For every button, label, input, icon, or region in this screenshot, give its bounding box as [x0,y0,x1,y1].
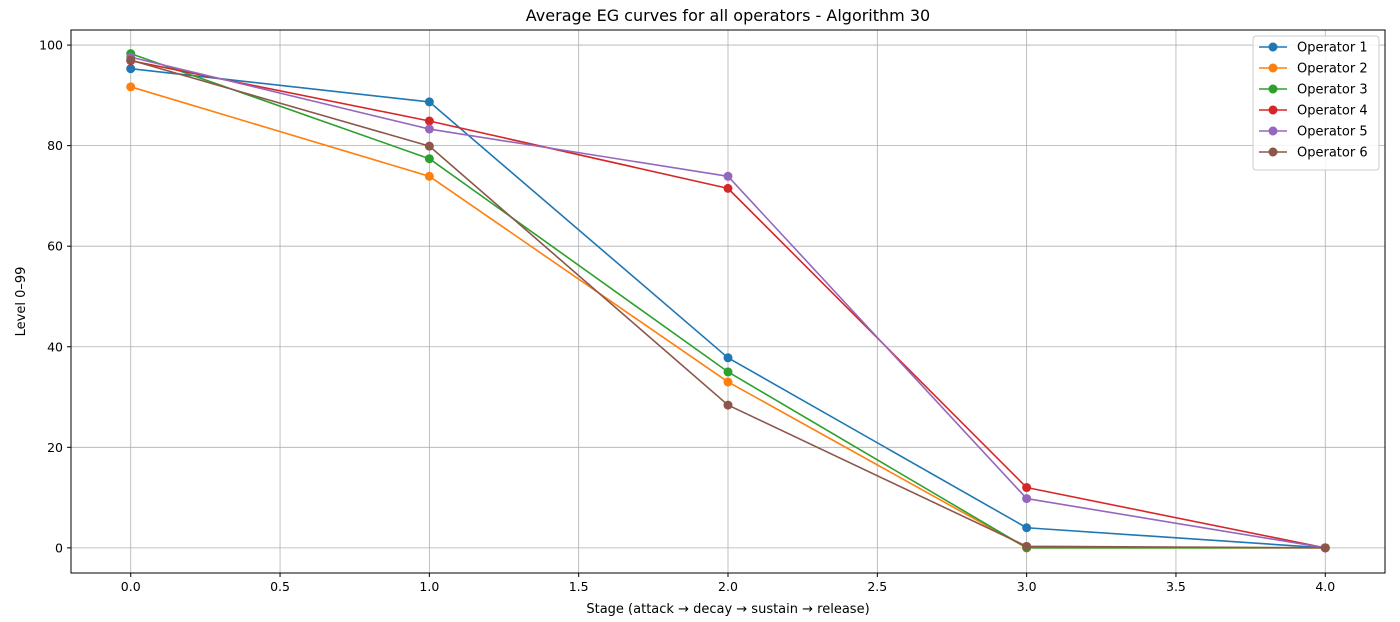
chart-title: Average EG curves for all operators - Al… [526,6,930,25]
legend-label: Operator 1 [1297,41,1368,56]
x-tick-label: 2.5 [867,579,887,594]
legend-marker [1268,42,1278,52]
ticks: 0.0 0.5 1.0 1.5 2.0 2.5 3.0 3.5 4.0 0 20 40 60 80 100 [39,38,1335,594]
data-point [1320,543,1330,553]
y-tick-label: 0 [55,540,63,555]
data-point [1022,523,1032,533]
legend-item: Operator 3 [1259,83,1368,98]
legend-marker [1268,105,1278,115]
x-tick-label: 1.5 [569,579,589,594]
data-point [723,183,733,193]
data-point [1022,494,1032,504]
x-tick-label: 2.0 [718,579,738,594]
legend-item: Operator 6 [1259,146,1368,161]
x-axis-label: Stage (attack → decay → sustain → releas… [586,602,869,617]
legend-item: Operator 2 [1259,62,1368,77]
x-tick-label: 0.0 [121,579,141,594]
x-tick-label: 1.0 [419,579,439,594]
y-axis-label: Level 0–99 [14,267,29,337]
x-tick-label: 4.0 [1315,579,1335,594]
data-point [126,82,136,92]
legend-marker [1268,147,1278,157]
y-tick-label: 80 [47,138,63,153]
data-point [424,97,434,107]
legend-label: Operator 3 [1297,83,1368,98]
legend-marker [1268,126,1278,136]
legend-item: Operator 4 [1259,104,1368,119]
series-operator-6 [126,55,1330,553]
grid [71,30,1385,573]
x-tick-label: 0.5 [270,579,290,594]
data-point [723,171,733,181]
data-point [424,141,434,151]
x-tick-label: 3.5 [1166,579,1186,594]
y-tick-label: 100 [39,38,63,53]
legend-marker [1268,63,1278,73]
series-layer [126,49,1330,553]
legend-label: Operator 6 [1297,146,1368,161]
legend-item: Operator 5 [1259,125,1368,140]
x-tick-label: 3.0 [1017,579,1037,594]
legend-box [1252,35,1380,171]
y-tick-label: 40 [47,339,63,354]
legend-item: Operator 1 [1259,41,1368,56]
data-point [1022,483,1032,493]
legend-label: Operator 4 [1297,104,1368,119]
y-tick-label: 20 [47,440,63,455]
data-point [424,171,434,181]
data-point [424,124,434,134]
data-point [126,55,136,65]
legend: Operator 1 Operator 2 Operator 3 Operator 4… [1252,35,1380,171]
legend-label: Operator 2 [1297,62,1368,77]
data-point [723,377,733,387]
data-point [1022,541,1032,551]
legend-marker [1268,84,1278,94]
data-point [424,154,434,164]
data-point [723,353,733,363]
y-tick-label: 60 [47,239,63,254]
legend-label: Operator 5 [1297,125,1368,140]
data-point [723,367,733,377]
data-point [126,64,136,74]
data-point [723,400,733,410]
data-point [424,116,434,126]
